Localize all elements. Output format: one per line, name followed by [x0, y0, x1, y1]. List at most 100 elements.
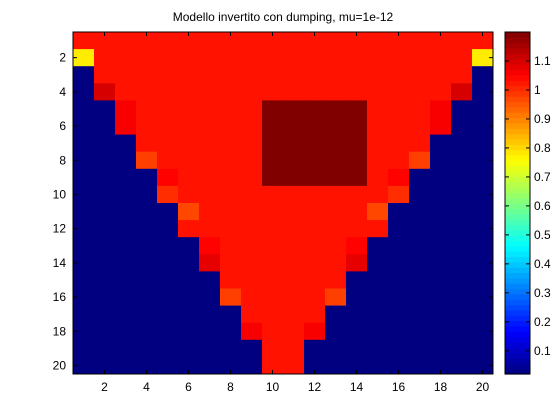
heatmap-cell	[178, 100, 200, 118]
heatmap-cell	[178, 305, 200, 324]
heatmap-cell	[241, 168, 263, 187]
heatmap-cell	[451, 356, 473, 375]
colorbar-tick-label: 0.6	[534, 199, 551, 213]
heatmap-cell	[409, 237, 431, 255]
heatmap-cell	[136, 339, 158, 358]
heatmap-cell	[199, 220, 221, 238]
heatmap-cell	[346, 185, 368, 204]
heatmap-cell	[157, 185, 179, 204]
colorbar-band	[505, 224, 530, 231]
heatmap-cell	[178, 185, 200, 204]
heatmap-cell	[157, 100, 179, 118]
heatmap-cell	[388, 134, 410, 153]
heatmap-cell	[304, 185, 326, 204]
colorbar-band	[505, 277, 530, 284]
colorbar-band	[505, 368, 530, 375]
heatmap-cell	[73, 237, 95, 255]
heatmap-cell	[430, 134, 452, 153]
heatmap-cell	[262, 49, 284, 67]
heatmap-cell	[241, 66, 263, 84]
colorbar-band	[505, 325, 530, 332]
heatmap-cell	[430, 168, 452, 187]
heatmap-cell	[262, 237, 284, 255]
heatmap-cell	[241, 117, 263, 135]
heatmap-cell	[262, 288, 284, 306]
heatmap-cell	[178, 117, 200, 135]
colorbar-band	[505, 64, 530, 71]
heatmap-cell	[136, 100, 158, 118]
heatmap-cell	[472, 83, 494, 101]
colorbar-ticks: 0.1 0.2 0.3 0.4 0.5 0.6 0.7 0.8 0.9 1 1.1	[505, 54, 551, 358]
heatmap-cell	[73, 185, 95, 204]
heatmap-cell	[283, 356, 305, 375]
heatmap-cell	[115, 168, 137, 187]
heatmap-cell	[472, 203, 494, 221]
heatmap-cell	[283, 151, 305, 170]
heatmap-cell	[73, 203, 95, 221]
heatmap-cell	[346, 117, 368, 135]
heatmap-cell	[157, 83, 179, 101]
heatmap-cell	[241, 271, 263, 289]
heatmap-cell	[451, 168, 473, 187]
heatmap-cell	[430, 49, 452, 67]
heatmap-cell	[388, 220, 410, 238]
heatmap-cell	[304, 168, 326, 187]
heatmap-cell	[283, 237, 305, 255]
heatmap-cell	[199, 168, 221, 187]
heatmap-cell	[157, 49, 179, 67]
heatmap-cell	[388, 117, 410, 135]
heatmap-cell	[199, 322, 221, 341]
heatmap-cell	[388, 66, 410, 84]
y-tick-label: 10	[53, 187, 67, 201]
heatmap-cell	[409, 134, 431, 153]
heatmap-cell	[430, 356, 452, 375]
heatmap-cell	[388, 203, 410, 221]
heatmap-cell	[472, 271, 494, 289]
heatmap-cell	[199, 254, 221, 272]
colorbar-band	[505, 181, 530, 188]
heatmap-cell	[430, 237, 452, 255]
heatmap-cell	[283, 220, 305, 238]
heatmap-cell	[367, 151, 389, 170]
heatmap-cell	[346, 322, 368, 341]
heatmap-cell	[157, 134, 179, 153]
heatmap-cell	[199, 49, 221, 67]
heatmap-cell	[325, 203, 347, 221]
heatmap-cell	[325, 185, 347, 204]
heatmap-cell	[409, 66, 431, 84]
heatmap-cell	[472, 32, 494, 50]
colorbar-band	[505, 293, 530, 300]
heatmap-cell	[451, 288, 473, 306]
heatmap-cell	[304, 117, 326, 135]
heatmap-cell	[304, 66, 326, 84]
heatmap-cell	[451, 49, 473, 67]
colorbar-band	[505, 352, 530, 359]
heatmap-cell	[325, 305, 347, 324]
heatmap-cell	[388, 32, 410, 50]
heatmap-cell	[157, 32, 179, 50]
heatmap-cell	[346, 339, 368, 358]
heatmap-cell	[451, 66, 473, 84]
x-tick-label: 8	[227, 380, 234, 394]
heatmap-cell	[325, 220, 347, 238]
colorbar-band	[505, 48, 530, 54]
heatmap-cell	[430, 339, 452, 358]
heatmap-cell	[136, 288, 158, 306]
heatmap-cell	[220, 134, 242, 153]
heatmap-cell	[241, 220, 263, 238]
heatmap-cell	[262, 356, 284, 375]
heatmap-cell	[136, 66, 158, 84]
y-tick-label: 18	[53, 324, 67, 338]
heatmap-cell	[157, 117, 179, 135]
heatmap-cell	[220, 220, 242, 238]
colorbar-band	[505, 357, 530, 364]
heatmap-cell	[220, 83, 242, 101]
heatmap-cell	[136, 83, 158, 101]
heatmap-cell	[220, 117, 242, 135]
heatmap-cell	[178, 83, 200, 101]
heatmap-cell	[115, 237, 137, 255]
colorbar-band	[505, 133, 530, 140]
colorbar-tick-label: 1	[534, 83, 541, 97]
heatmap-cell	[262, 66, 284, 84]
colorbar	[505, 32, 530, 375]
